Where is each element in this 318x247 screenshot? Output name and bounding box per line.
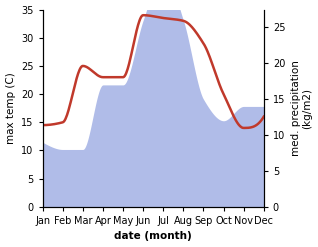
Y-axis label: med. precipitation
(kg/m2): med. precipitation (kg/m2) xyxy=(291,60,313,156)
X-axis label: date (month): date (month) xyxy=(114,231,192,242)
Y-axis label: max temp (C): max temp (C) xyxy=(5,72,16,144)
